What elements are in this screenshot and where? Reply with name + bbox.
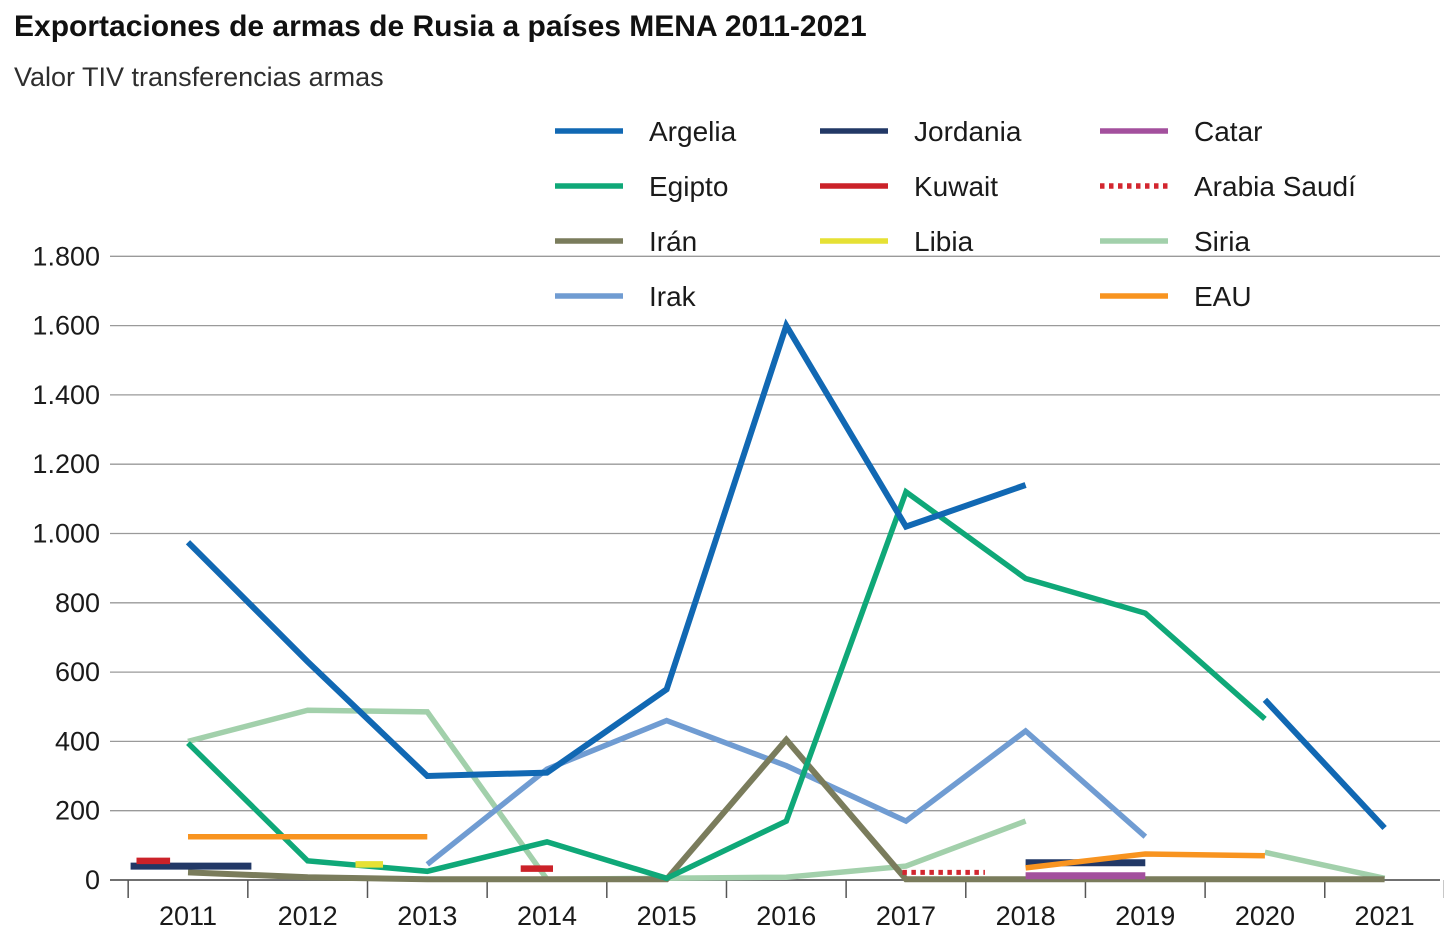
x-tick-label-2012: 2012	[278, 901, 338, 931]
legend-item-egipto: Egipto	[555, 171, 728, 202]
x-tick-label-2013: 2013	[397, 901, 457, 931]
legend-label-iran: Irán	[649, 226, 697, 257]
legend-label-arabia-saudi: Arabia Saudí	[1194, 171, 1356, 202]
x-tick-label-2021: 2021	[1355, 901, 1415, 931]
series-line-siria	[1264, 849, 1386, 881]
legend-label-kuwait: Kuwait	[914, 171, 998, 202]
series-line-argelia	[1262, 697, 1387, 831]
legend-item-catar: Catar	[1100, 116, 1262, 147]
y-tick-label-1.200: 1.200	[32, 449, 100, 479]
series-line-eau	[1025, 851, 1265, 871]
legend-item-siria: Siria	[1100, 226, 1250, 257]
y-tick-label-200: 200	[55, 796, 100, 826]
legend-item-argelia: Argelia	[555, 116, 737, 147]
y-tick-label-0: 0	[85, 865, 100, 895]
x-tick-label-2019: 2019	[1115, 901, 1175, 931]
x-tick-label-2016: 2016	[756, 901, 816, 931]
legend-label-libia: Libia	[914, 226, 974, 257]
x-tick-label-2015: 2015	[637, 901, 697, 931]
x-tick-label-2020: 2020	[1235, 901, 1295, 931]
y-tick-label-1.000: 1.000	[32, 519, 100, 549]
series-line-iran	[187, 735, 1385, 883]
legend-label-argelia: Argelia	[649, 116, 737, 147]
legend-item-jordania: Jordania	[820, 116, 1022, 147]
legend-label-siria: Siria	[1194, 226, 1250, 257]
y-tick-label-400: 400	[55, 726, 100, 756]
legend-item-kuwait: Kuwait	[820, 171, 998, 202]
x-tick-label-2017: 2017	[876, 901, 936, 931]
legend-item-irak: Irak	[555, 281, 697, 312]
y-tick-label-1.600: 1.600	[32, 311, 100, 341]
legend-item-libia: Libia	[820, 226, 974, 257]
legend-label-catar: Catar	[1194, 116, 1262, 147]
y-tick-label-1.400: 1.400	[32, 380, 100, 410]
series-line-argelia	[185, 318, 1027, 780]
legend-label-egipto: Egipto	[649, 171, 728, 202]
series-line-egipto	[186, 487, 1267, 882]
legend-item-arabia-saudi: Arabia Saudí	[1100, 171, 1356, 202]
x-tick-label-2011: 2011	[159, 901, 217, 931]
legend-label-irak: Irak	[649, 281, 697, 312]
legend-item-iran: Irán	[555, 226, 697, 257]
series-line-siria	[187, 707, 1027, 883]
y-tick-label-1.800: 1.800	[32, 241, 100, 271]
x-tick-label-2018: 2018	[996, 901, 1056, 931]
chart-title: Exportaciones de armas de Rusia a países…	[14, 10, 867, 43]
y-tick-label-800: 800	[55, 588, 100, 618]
legend-item-eau: EAU	[1100, 281, 1252, 312]
y-tick-label-600: 600	[55, 657, 100, 687]
chart-subtitle: Valor TIV transferencias armas	[14, 62, 384, 92]
legend-label-eau: EAU	[1194, 281, 1252, 312]
x-tick-label-2014: 2014	[517, 901, 577, 931]
legend-label-jordania: Jordania	[914, 116, 1022, 147]
